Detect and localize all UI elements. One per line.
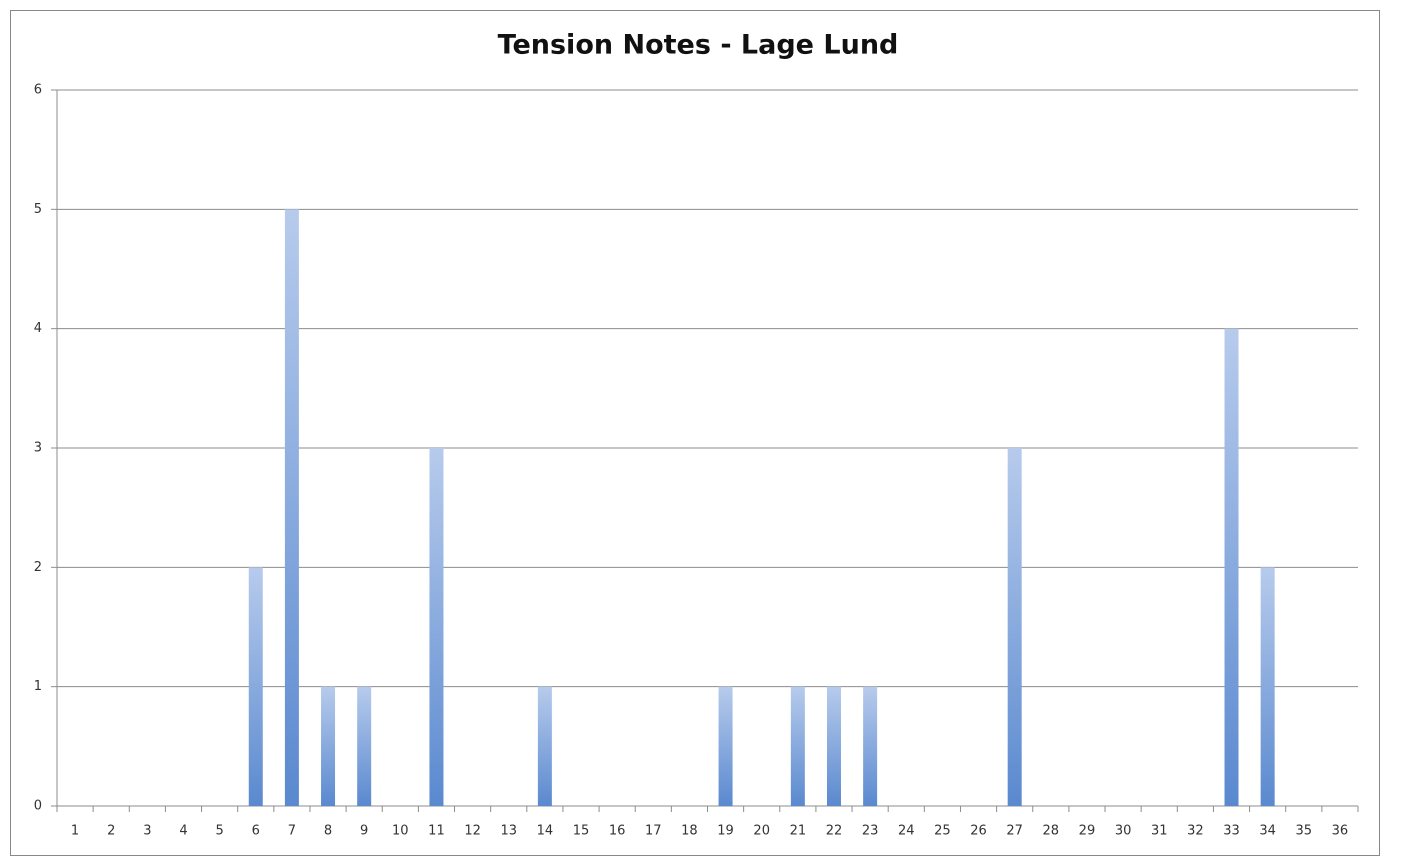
bar <box>357 686 372 806</box>
x-tick-label: 10 <box>392 824 409 839</box>
x-tick-label: 33 <box>1223 824 1240 839</box>
bar <box>248 567 263 806</box>
y-tick-label: 6 <box>34 83 42 98</box>
x-tick-label: 6 <box>252 824 260 839</box>
x-tick-label: 32 <box>1187 824 1204 839</box>
x-tick-label: 5 <box>215 824 223 839</box>
x-tick-label: 31 <box>1151 824 1168 839</box>
x-tick-label: 13 <box>500 824 517 839</box>
x-tick-label: 23 <box>862 824 879 839</box>
x-tick-label: 20 <box>753 824 770 839</box>
x-tick-label: 3 <box>143 824 151 839</box>
x-tick-label: 2 <box>107 824 115 839</box>
bar <box>321 686 336 806</box>
x-tick-label: 7 <box>288 824 296 839</box>
x-tick-label: 11 <box>428 824 445 839</box>
x-tick-label: 21 <box>790 824 807 839</box>
x-tick-label: 35 <box>1296 824 1313 839</box>
x-tick-label: 34 <box>1259 824 1276 839</box>
x-tick-label: 25 <box>934 824 951 839</box>
bar <box>826 686 841 806</box>
x-tick-label: 4 <box>179 824 187 839</box>
x-tick-label: 15 <box>573 824 590 839</box>
x-tick-label: 26 <box>970 824 987 839</box>
x-tick-label: 30 <box>1115 824 1132 839</box>
x-tick-label: 24 <box>898 824 915 839</box>
x-tick-label: 22 <box>826 824 843 839</box>
x-tick-label: 14 <box>537 824 554 839</box>
bar <box>429 448 444 806</box>
bar <box>537 686 552 806</box>
bar <box>863 686 878 806</box>
x-tick-label: 29 <box>1079 824 1096 839</box>
x-tick-label: 19 <box>717 824 734 839</box>
y-tick-label: 0 <box>34 799 42 814</box>
y-tick-label: 2 <box>34 560 42 575</box>
x-tick-label: 9 <box>360 824 368 839</box>
x-tick-label: 16 <box>609 824 626 839</box>
y-tick-label: 4 <box>34 321 42 336</box>
bar <box>718 686 733 806</box>
x-tick-label: 8 <box>324 824 332 839</box>
x-tick-label: 28 <box>1043 824 1060 839</box>
x-tick-label: 12 <box>464 824 481 839</box>
chart-title: Tension Notes - Lage Lund <box>498 30 899 61</box>
x-tick-label: 17 <box>645 824 662 839</box>
x-tick-label: 1 <box>71 824 79 839</box>
x-tick-label: 18 <box>681 824 698 839</box>
bar <box>1007 448 1022 806</box>
x-tick-label: 27 <box>1006 824 1023 839</box>
y-tick-label: 5 <box>34 202 42 217</box>
x-tick-label: 36 <box>1332 824 1349 839</box>
bar <box>284 209 299 807</box>
bar <box>790 686 805 806</box>
y-tick-label: 3 <box>34 441 42 456</box>
bar <box>1260 567 1275 806</box>
chart-border <box>10 10 1380 856</box>
bar <box>1224 328 1239 806</box>
y-tick-label: 1 <box>34 679 42 694</box>
